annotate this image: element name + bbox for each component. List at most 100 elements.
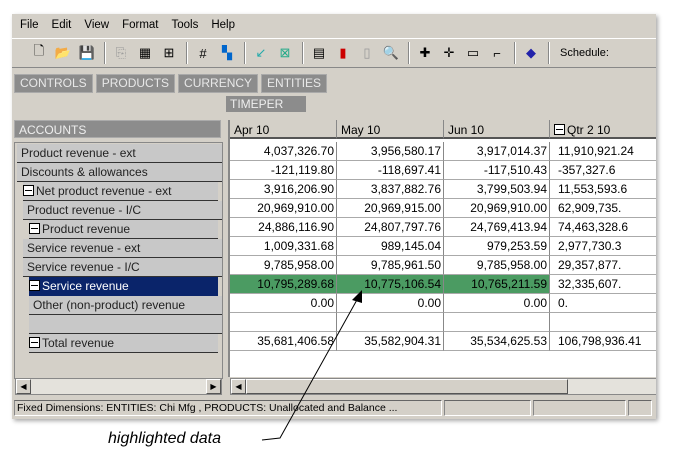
data-cell[interactable]: -118,697.41: [337, 161, 444, 180]
number-format-icon[interactable]: #: [199, 45, 207, 61]
menu-item-tools[interactable]: Tools: [171, 19, 199, 31]
scroll-right-icon[interactable]: ▶: [206, 379, 221, 394]
grid-horizontal-scrollbar[interactable]: ◀: [230, 378, 656, 395]
data-cell[interactable]: -357,327.6: [550, 161, 656, 180]
data-cell[interactable]: 11,910,921.24: [550, 142, 656, 161]
row-header[interactable]: Other (non-product) revenue: [29, 296, 222, 315]
data-cell[interactable]: 3,916,206.90: [230, 180, 337, 199]
row-header[interactable]: [29, 315, 222, 334]
data-cell[interactable]: 0.00: [230, 294, 337, 313]
data-cell[interactable]: 32,335,607.: [550, 275, 656, 294]
scroll-thumb[interactable]: [246, 379, 568, 394]
menu-item-format[interactable]: Format: [122, 19, 159, 31]
left-horizontal-scrollbar[interactable]: ◀ ▶: [15, 378, 222, 395]
dimension-tab-controls[interactable]: CONTROLS: [14, 74, 93, 93]
row-header[interactable]: Product revenue - I/C: [23, 201, 222, 220]
data-cell[interactable]: 0.: [550, 294, 656, 313]
add-icon[interactable]: ✚: [419, 45, 431, 60]
collapse-icon[interactable]: [29, 337, 40, 348]
book-icon[interactable]: ◆: [526, 45, 536, 60]
data-cell[interactable]: -117,510.43: [444, 161, 550, 180]
data-cell[interactable]: -121,119.80: [230, 161, 337, 180]
data-cell[interactable]: 10,775,106.54: [337, 275, 444, 294]
insert-icon[interactable]: ✛: [443, 45, 455, 60]
dimension-tab-products[interactable]: PRODUCTS: [95, 74, 176, 93]
preview-icon[interactable]: 🔍: [382, 45, 400, 60]
scroll-left-icon[interactable]: ◀: [231, 379, 246, 394]
data-cell[interactable]: [230, 313, 337, 332]
copy-icon[interactable]: ⎘: [115, 45, 127, 60]
collapse-icon[interactable]: [29, 280, 40, 291]
data-cell[interactable]: 3,799,503.94: [444, 180, 550, 199]
data-cell[interactable]: 24,807,797.76: [337, 218, 444, 237]
data-cell[interactable]: 35,582,904.31: [337, 332, 444, 351]
data-cell[interactable]: 20,969,915.00: [337, 199, 444, 218]
menu-item-view[interactable]: View: [84, 19, 110, 31]
data-cell[interactable]: 106,798,936.41: [550, 332, 656, 351]
pivot-icon[interactable]: ▦: [138, 45, 152, 60]
dimension-tab-entities[interactable]: ENTITIES: [261, 74, 328, 93]
row-header[interactable]: Discounts & allowances: [17, 163, 222, 182]
collapse-icon[interactable]: ▭: [466, 45, 480, 60]
scroll-left-icon[interactable]: ◀: [16, 379, 31, 394]
collapse-icon[interactable]: [23, 185, 34, 196]
data-cell[interactable]: 20,969,910.00: [230, 199, 337, 218]
data-cell[interactable]: 29,357,877.: [550, 256, 656, 275]
menu-item-file[interactable]: File: [20, 19, 39, 31]
data-cell[interactable]: 10,765,211.59: [444, 275, 550, 294]
data-cell[interactable]: 4,037,326.70: [230, 142, 337, 161]
save-icon[interactable]: 💾: [78, 45, 96, 60]
link-icon[interactable]: ↙: [255, 45, 267, 60]
data-cell[interactable]: 3,837,882.76: [337, 180, 444, 199]
data-cell[interactable]: 24,886,116.90: [230, 218, 337, 237]
data-cell[interactable]: 2,977,730.3: [550, 237, 656, 256]
column-header[interactable]: May 10: [337, 120, 444, 139]
data-cell[interactable]: 35,534,625.53: [444, 332, 550, 351]
dimension-tab-currency[interactable]: CURRENCY: [178, 74, 259, 93]
data-cell[interactable]: 0.00: [444, 294, 550, 313]
row-header[interactable]: Service revenue: [29, 277, 218, 296]
grid-view-icon[interactable]: ▤: [312, 45, 326, 60]
collapse-icon[interactable]: [554, 124, 565, 135]
row-header[interactable]: Service revenue - ext: [23, 239, 222, 258]
data-cell[interactable]: 1,009,331.68: [230, 237, 337, 256]
row-header[interactable]: Total revenue: [29, 334, 218, 353]
chart-icon[interactable]: ▮: [339, 45, 347, 60]
data-cell[interactable]: 9,785,961.50: [337, 256, 444, 275]
menu-item-help[interactable]: Help: [211, 19, 236, 31]
data-cell[interactable]: 10,795,289.68: [230, 275, 337, 294]
new-icon[interactable]: 🗋: [33, 43, 45, 58]
data-cell[interactable]: 20,969,910.00: [444, 199, 550, 218]
row-header[interactable]: Product revenue: [29, 220, 218, 239]
column-header[interactable]: Jun 10: [444, 120, 550, 139]
data-cell[interactable]: 11,553,593.6: [550, 180, 656, 199]
row-header[interactable]: Net product revenue - ext: [23, 182, 218, 201]
data-cell[interactable]: [444, 313, 550, 332]
data-cell[interactable]: 9,785,958.00: [230, 256, 337, 275]
data-cell[interactable]: 74,463,328.6: [550, 218, 656, 237]
row-header[interactable]: Product revenue - ext: [17, 144, 222, 163]
column-header[interactable]: Qtr 2 10: [550, 120, 656, 139]
data-cell[interactable]: 9,785,958.00: [444, 256, 550, 275]
data-cell[interactable]: 989,145.04: [337, 237, 444, 256]
data-cell[interactable]: [550, 313, 656, 332]
open-icon[interactable]: 📂: [54, 45, 72, 60]
row-header[interactable]: Service revenue - I/C: [23, 258, 222, 277]
data-cell[interactable]: 0.00: [337, 294, 444, 313]
chart-disabled-icon[interactable]: ▯: [363, 45, 371, 60]
color-icon[interactable]: ▚: [222, 45, 232, 60]
hierarchy-icon[interactable]: ⊞: [163, 45, 175, 60]
menu-item-edit[interactable]: Edit: [51, 19, 72, 31]
data-cell[interactable]: 979,253.59: [444, 237, 550, 256]
data-cell[interactable]: 3,956,580.17: [337, 142, 444, 161]
column-dimension-tab[interactable]: TIMEPER: [226, 96, 306, 112]
column-header[interactable]: Apr 10: [230, 120, 337, 139]
data-cell[interactable]: [337, 313, 444, 332]
row-dimension-tab[interactable]: ACCOUNTS: [14, 120, 221, 138]
data-cell[interactable]: 35,681,406.58: [230, 332, 337, 351]
data-cell[interactable]: 24,769,413.94: [444, 218, 550, 237]
collapse-icon[interactable]: [29, 223, 40, 234]
data-cell[interactable]: 62,909,735.: [550, 199, 656, 218]
excel-icon[interactable]: ⊠: [279, 45, 291, 60]
expand-icon[interactable]: ⌐: [493, 45, 501, 61]
